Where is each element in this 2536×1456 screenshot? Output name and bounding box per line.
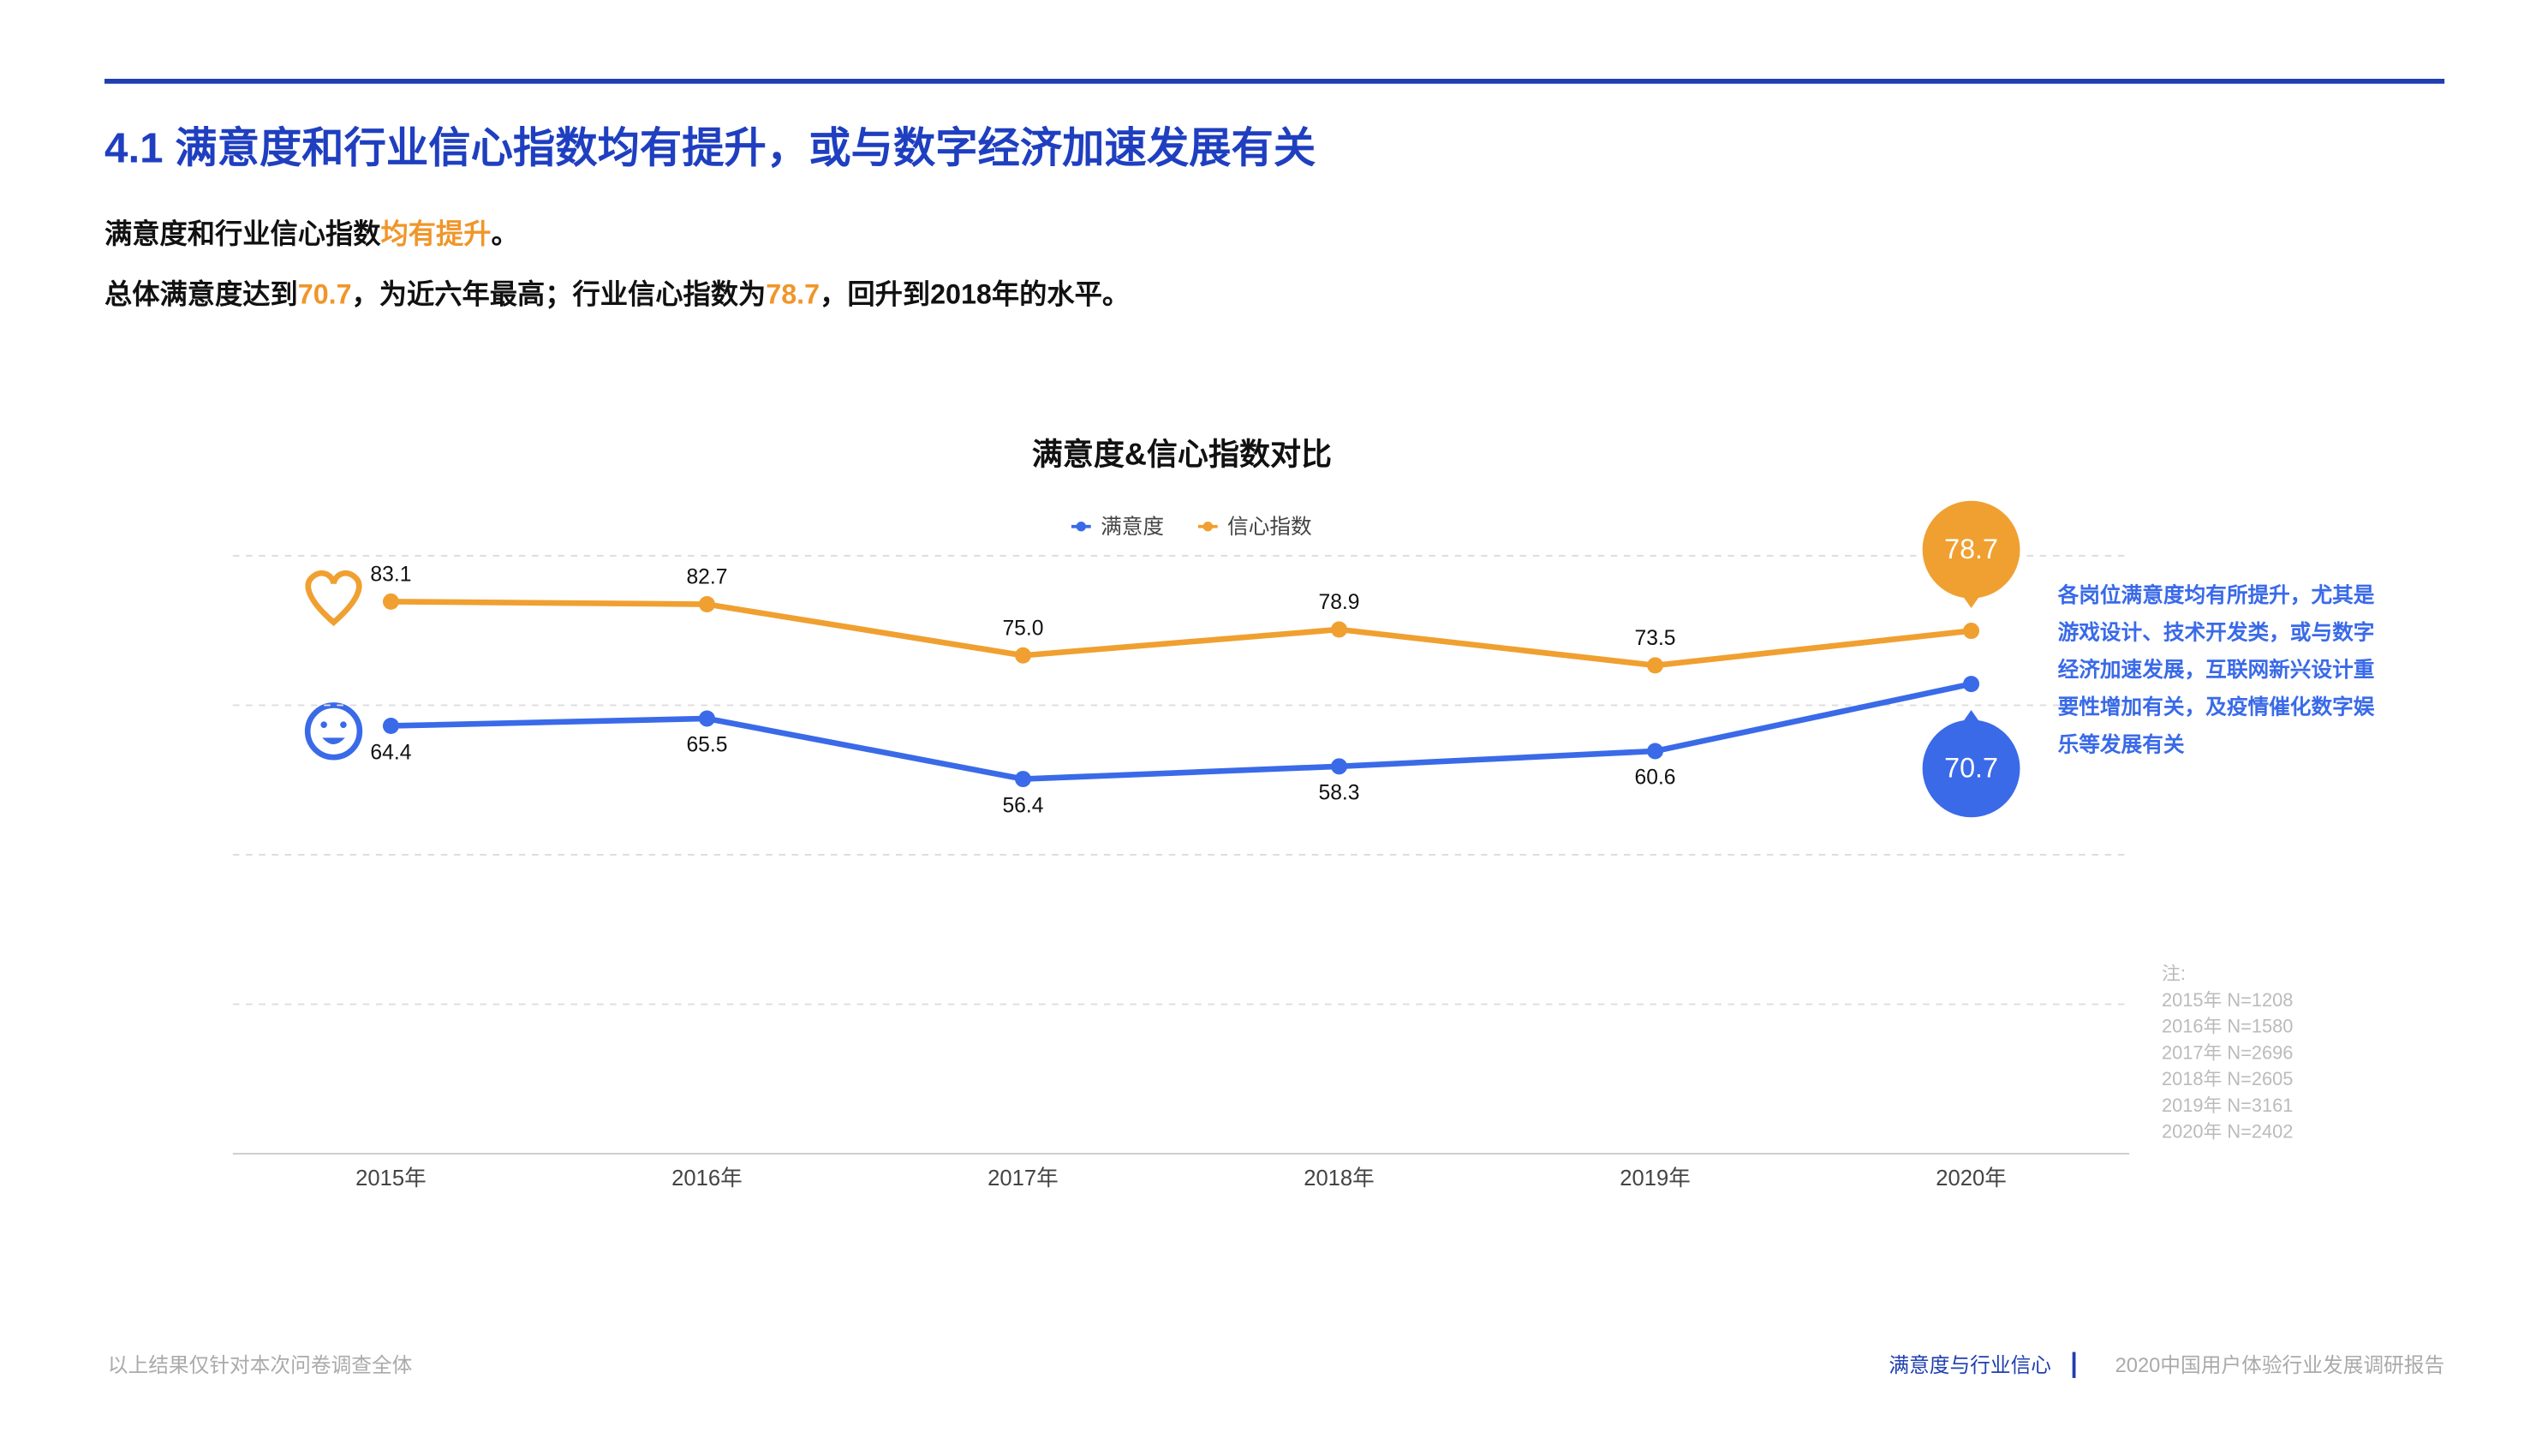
chart-title: 满意度&信心指数对比 <box>1032 437 1332 472</box>
data-point <box>1331 621 1347 638</box>
callout-bubble <box>1922 719 2020 818</box>
data-point <box>1647 657 1664 674</box>
x-tick-label: 2019年 <box>1620 1166 1691 1190</box>
data-point <box>1963 676 1980 693</box>
data-point <box>1647 743 1664 760</box>
annotation-line: 乐等发展有关 <box>2058 731 2185 756</box>
data-label: 83.1 <box>370 564 411 587</box>
callout-label: 70.7 <box>1944 753 1998 784</box>
legend-label: 满意度 <box>1101 515 1164 539</box>
data-label: 64.4 <box>370 741 411 764</box>
callout-bubble <box>1922 500 2020 599</box>
note-line: 2016年 N=1580 <box>2162 1016 2293 1037</box>
data-label: 82.7 <box>686 566 727 589</box>
series-line <box>391 681 1972 782</box>
summary-highlight: 均有提升 <box>381 218 492 249</box>
data-point <box>1014 647 1031 664</box>
x-tick-label: 2020年 <box>1936 1166 2007 1190</box>
data-point <box>698 596 715 613</box>
data-label: 78.9 <box>1319 591 1360 614</box>
note-line: 2020年 N=2402 <box>2162 1121 2293 1143</box>
legend-label: 信心指数 <box>1227 515 1312 539</box>
data-label: 60.6 <box>1635 767 1676 790</box>
page-title: 4.1 满意度和行业信心指数均有提升，或与数字经济加速发展有关 <box>104 124 1316 171</box>
data-label: 56.4 <box>1002 794 1043 817</box>
x-tick-label: 2017年 <box>988 1166 1059 1190</box>
legend-swatch-dot <box>1202 522 1213 532</box>
data-point <box>382 718 399 734</box>
summary-highlight: 78.7 <box>766 278 820 309</box>
x-tick-label: 2016年 <box>671 1166 743 1190</box>
summary-text: 总体满意度达到 <box>104 278 298 309</box>
annotation-line: 游戏设计、技术开发类，或与数字 <box>2058 619 2375 644</box>
note-line: 2015年 N=1208 <box>2162 989 2293 1011</box>
note-line: 注: <box>2162 963 2186 984</box>
series-line <box>391 599 1972 669</box>
summary-text: 满意度和行业信心指数 <box>104 218 381 249</box>
data-label: 58.3 <box>1319 782 1360 805</box>
footer-report: 2020中国用户体验行业发展调研报告 <box>2115 1354 2445 1377</box>
summary-text: ，回升到2018年的水平。 <box>820 278 1130 309</box>
annotation-line: 各岗位满意度均有所提升，尤其是 <box>2057 582 2375 607</box>
note-line: 2018年 N=2605 <box>2162 1068 2293 1089</box>
data-label: 73.5 <box>1635 627 1676 650</box>
annotation-line: 要性增加有关，及疫情催化数字娱 <box>2058 695 2375 719</box>
annotation-line: 经济加速发展，互联网新兴设计重 <box>2058 657 2375 682</box>
data-label: 65.5 <box>686 734 727 757</box>
x-tick-label: 2015年 <box>355 1166 427 1190</box>
summary-highlight: 70.7 <box>298 278 352 309</box>
heart-icon <box>305 570 362 627</box>
data-label: 75.0 <box>1002 617 1043 640</box>
legend-swatch-dot <box>1076 522 1086 532</box>
summary-text: 。 <box>492 218 519 249</box>
note-line: 2019年 N=3161 <box>2162 1095 2293 1116</box>
data-point <box>1014 771 1031 788</box>
summary-text: ，为近六年最高；行业信心指数为 <box>352 278 767 309</box>
data-point <box>698 710 715 727</box>
callout-label: 78.7 <box>1944 534 1998 564</box>
footer-note: 以上结果仅针对本次问卷调查全体 <box>108 1354 413 1377</box>
data-point <box>1963 623 1980 640</box>
summary-line: 总体满意度达到70.7，为近六年最高；行业信心指数为78.7，回升到2018年的… <box>104 278 1130 309</box>
x-tick-label: 2018年 <box>1304 1166 1375 1190</box>
smile-icon <box>304 702 363 761</box>
summary-line: 满意度和行业信心指数均有提升。 <box>104 218 519 249</box>
note-line: 2017年 N=2696 <box>2162 1041 2293 1063</box>
data-point <box>382 593 399 610</box>
footer-section: 满意度与行业信心 <box>1889 1354 2051 1377</box>
data-point <box>1331 758 1347 775</box>
